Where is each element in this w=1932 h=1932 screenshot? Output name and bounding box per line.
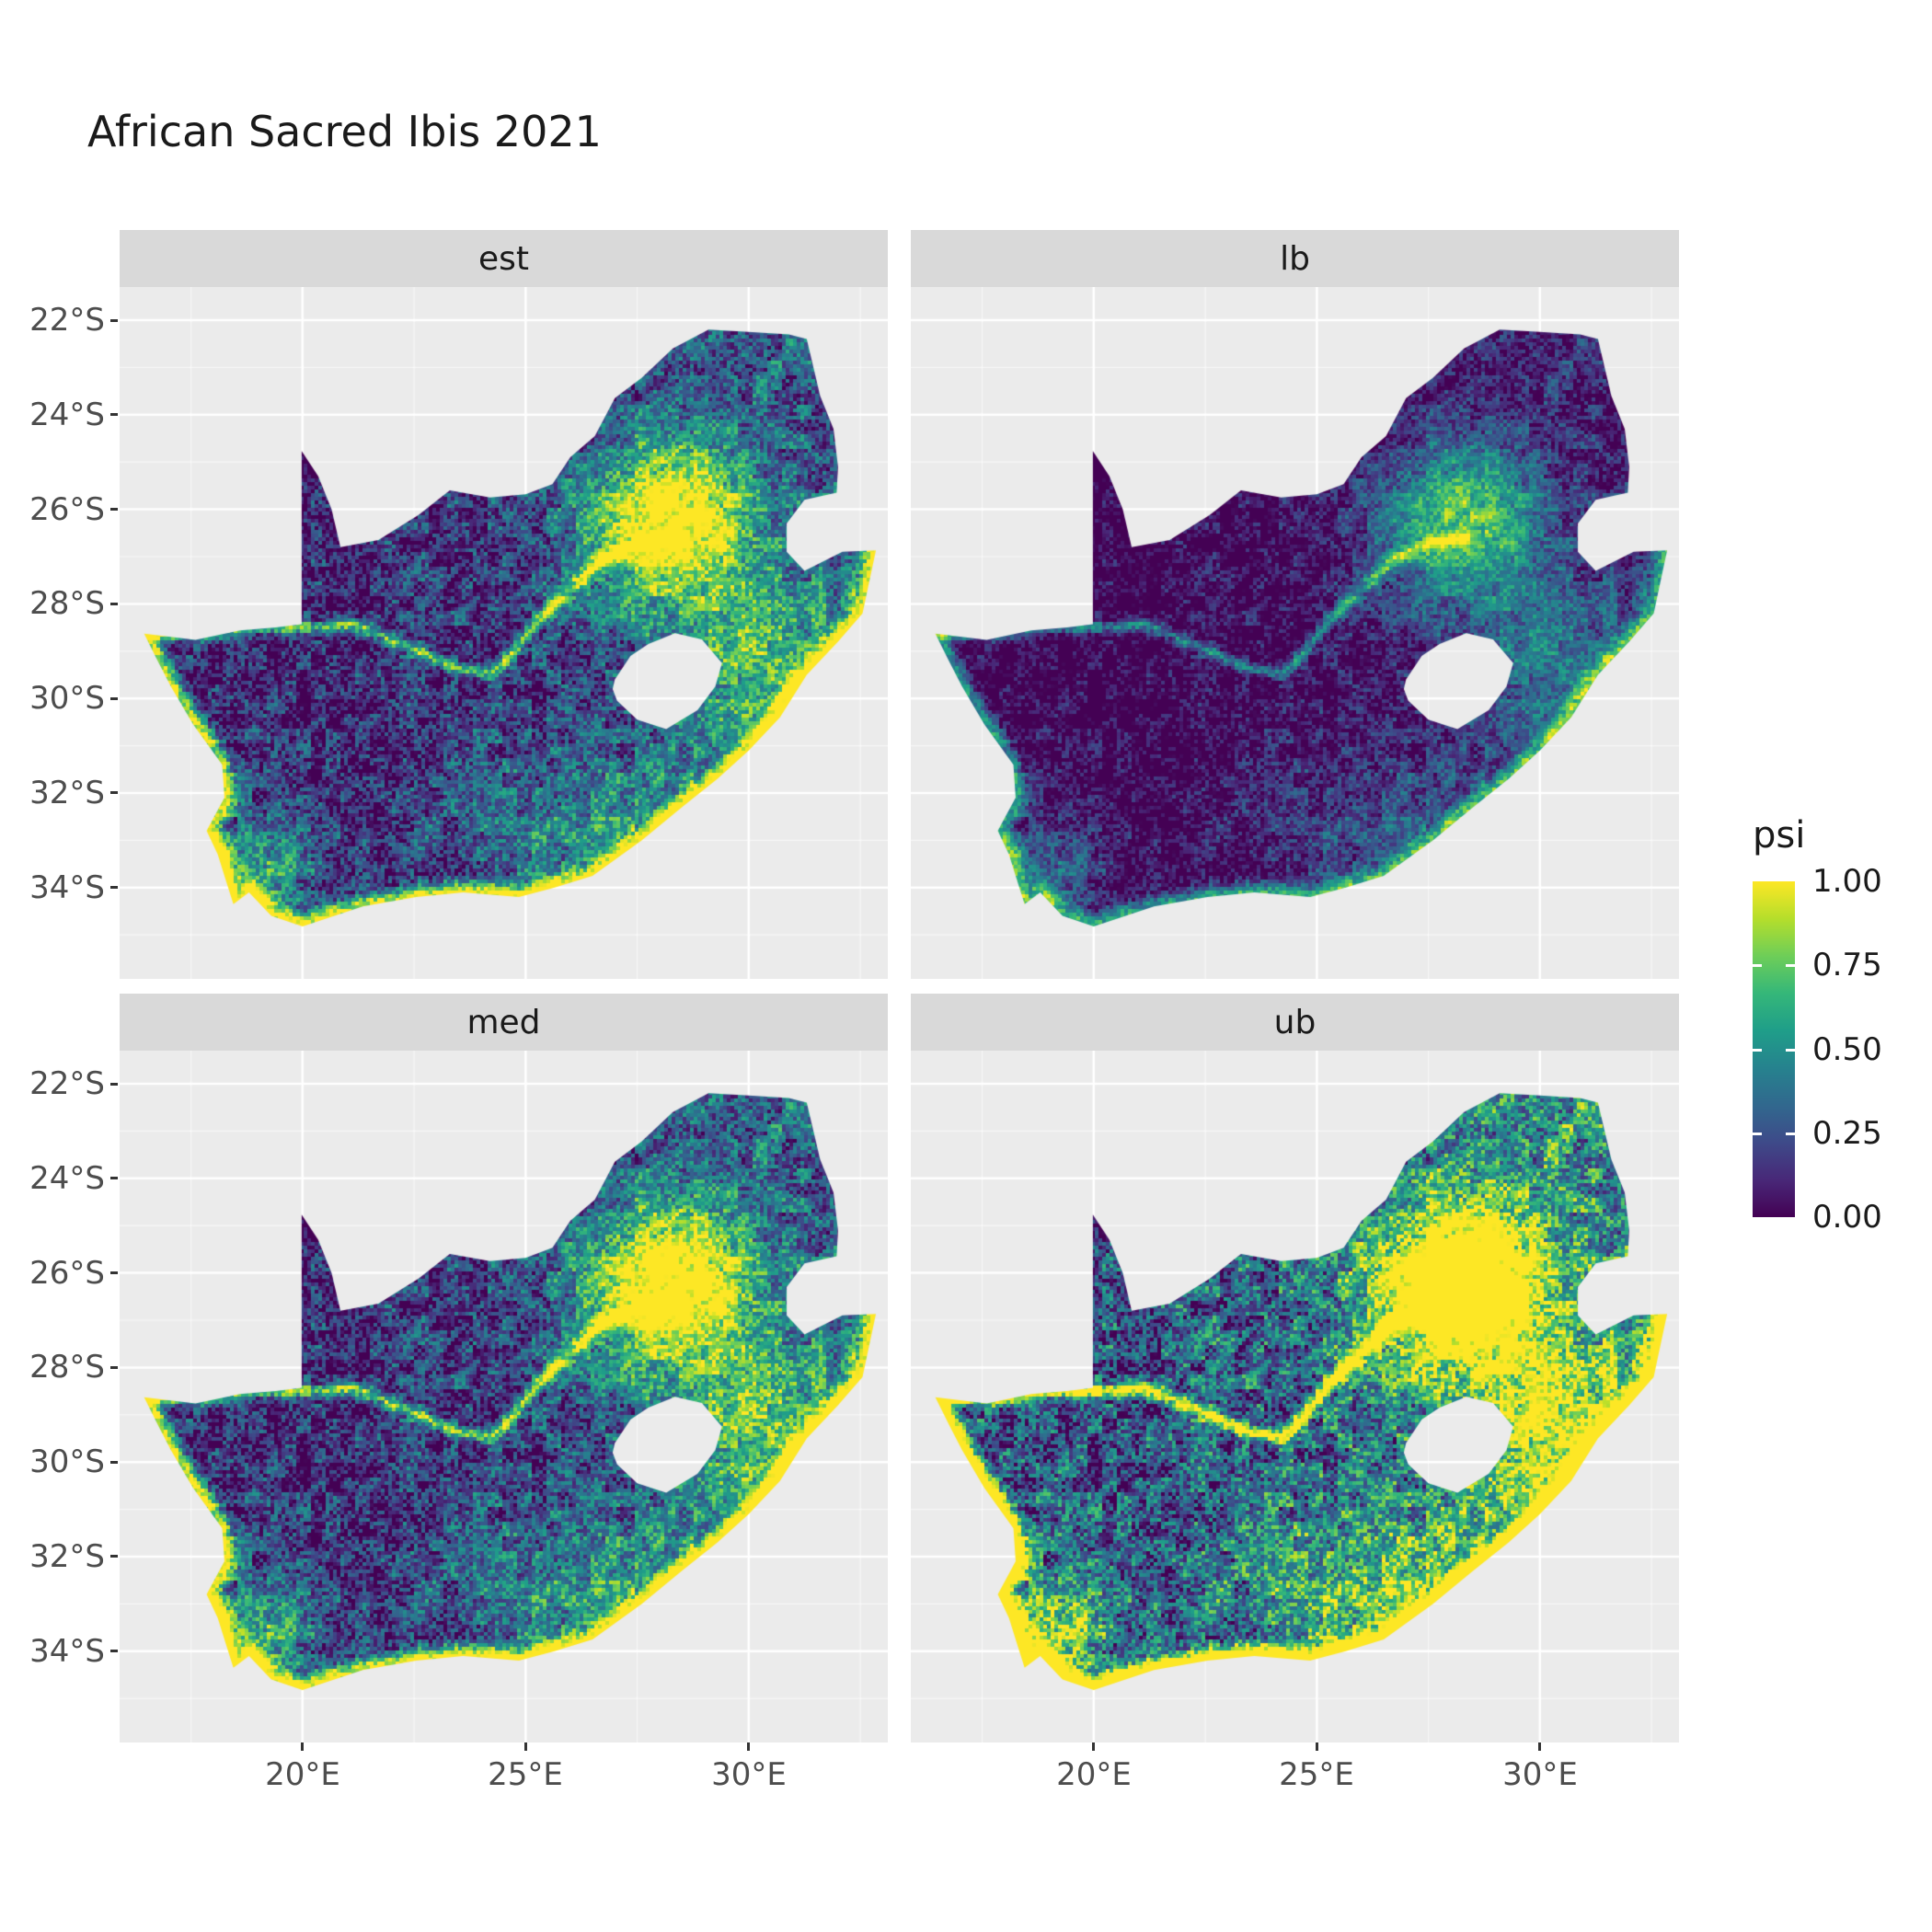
- y-tick-label: 30°S: [29, 680, 105, 717]
- y-tick-label: 34°S: [29, 869, 105, 906]
- facet-label-est: est: [477, 239, 530, 278]
- y-tick-mark: [110, 413, 118, 416]
- facet-label-lb: lb: [1280, 239, 1310, 278]
- y-tick-label: 34°S: [29, 1633, 105, 1670]
- x-tick-mark: [1316, 1742, 1318, 1751]
- y-tick-mark: [110, 791, 118, 794]
- legend-tick-label: 0.25: [1812, 1115, 1882, 1152]
- legend-title: psi: [1753, 814, 1806, 857]
- x-tick-label: 30°E: [1502, 1756, 1578, 1793]
- y-tick-label: 28°S: [29, 585, 105, 622]
- y-tick-label: 30°S: [29, 1443, 105, 1480]
- map-panel-lb: [911, 287, 1679, 979]
- facet-strip-med: med: [120, 994, 888, 1051]
- x-tick-label: 20°E: [1056, 1756, 1132, 1793]
- y-tick-mark: [110, 603, 118, 605]
- facet-strip-lb: lb: [911, 230, 1679, 287]
- y-tick-label: 26°S: [29, 491, 105, 528]
- y-tick-label: 32°S: [29, 1538, 105, 1575]
- y-tick-mark: [110, 1461, 118, 1464]
- x-tick-label: 20°E: [265, 1756, 340, 1793]
- legend-tick-mark: [1753, 1049, 1762, 1052]
- y-tick-mark: [110, 1555, 118, 1558]
- legend-tick-label: 0.00: [1812, 1199, 1882, 1236]
- y-tick-label: 26°S: [29, 1255, 105, 1292]
- y-tick-mark: [110, 697, 118, 700]
- x-tick-label: 25°E: [488, 1756, 563, 1793]
- legend-tick-mark: [1786, 964, 1795, 967]
- facet-strip-est: est: [120, 230, 888, 287]
- legend-tick-label: 0.50: [1812, 1031, 1882, 1068]
- x-tick-label: 30°E: [711, 1756, 787, 1793]
- x-tick-mark: [301, 1742, 304, 1751]
- legend-tick-mark: [1786, 1049, 1795, 1052]
- y-tick-label: 22°S: [29, 1065, 105, 1102]
- y-tick-mark: [110, 886, 118, 889]
- facet-label-med: med: [466, 1003, 541, 1041]
- y-tick-mark: [110, 319, 118, 322]
- y-tick-mark: [110, 1366, 118, 1369]
- x-tick-mark: [1538, 1742, 1541, 1751]
- y-tick-label: 22°S: [29, 302, 105, 339]
- facet-label-ub: ub: [1273, 1003, 1317, 1041]
- map-panel-ub: [911, 1051, 1679, 1742]
- x-tick-mark: [1092, 1742, 1095, 1751]
- y-tick-mark: [110, 508, 118, 511]
- map-panel-est: [120, 287, 888, 979]
- x-tick-mark: [747, 1742, 750, 1751]
- facet-strip-ub: ub: [911, 994, 1679, 1051]
- map-panel-med: [120, 1051, 888, 1742]
- x-tick-label: 25°E: [1279, 1756, 1354, 1793]
- legend-tick-label: 1.00: [1812, 863, 1882, 900]
- legend-tick-mark: [1786, 1133, 1795, 1135]
- y-tick-label: 24°S: [29, 1160, 105, 1197]
- y-tick-mark: [110, 1177, 118, 1179]
- y-tick-mark: [110, 1650, 118, 1652]
- y-tick-mark: [110, 1083, 118, 1086]
- y-tick-mark: [110, 1271, 118, 1274]
- legend-tick-mark: [1753, 964, 1762, 967]
- y-tick-label: 32°S: [29, 775, 105, 811]
- y-tick-label: 28°S: [29, 1349, 105, 1386]
- plot-title: African Sacred Ibis 2021: [87, 107, 602, 156]
- legend-tick-label: 0.75: [1812, 947, 1882, 983]
- legend-tick-mark: [1753, 1133, 1762, 1135]
- y-tick-label: 24°S: [29, 397, 105, 433]
- x-tick-mark: [524, 1742, 527, 1751]
